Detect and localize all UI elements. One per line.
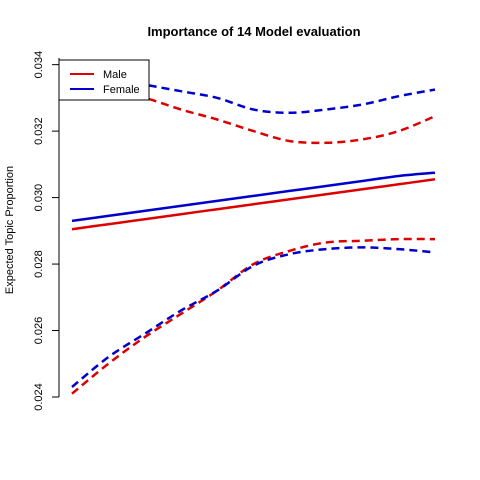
- series-layer: [71, 70, 436, 395]
- y-axis-ticks: 0.024 0.026 0.028 0.030 0.032 0.034: [33, 51, 59, 411]
- series-male-upper-line: [71, 83, 436, 145]
- legend-box: [58, 59, 150, 101]
- y-tick-label: 0.024: [33, 383, 45, 411]
- legend-label-female: Female: [103, 84, 140, 96]
- series-male-lower-line: [71, 237, 436, 395]
- y-axis-label: Expected Topic Proportion: [4, 166, 16, 294]
- y-tick-label: 0.032: [33, 117, 45, 145]
- legend-label-male: Male: [103, 69, 127, 81]
- y-tick-label: 0.028: [33, 250, 45, 278]
- legend: Male Female: [58, 59, 150, 101]
- series-male-estimate-line: [71, 178, 436, 231]
- series-female-upper-line: [71, 70, 436, 115]
- y-tick-label: 0.034: [33, 51, 45, 79]
- y-tick-label: 0.026: [33, 317, 45, 345]
- y-tick-label: 0.030: [33, 184, 45, 212]
- chart-title: Importance of 14 Model evaluation: [147, 24, 360, 39]
- series-female-lower-line: [71, 246, 436, 388]
- series-female-estimate-line: [71, 171, 436, 223]
